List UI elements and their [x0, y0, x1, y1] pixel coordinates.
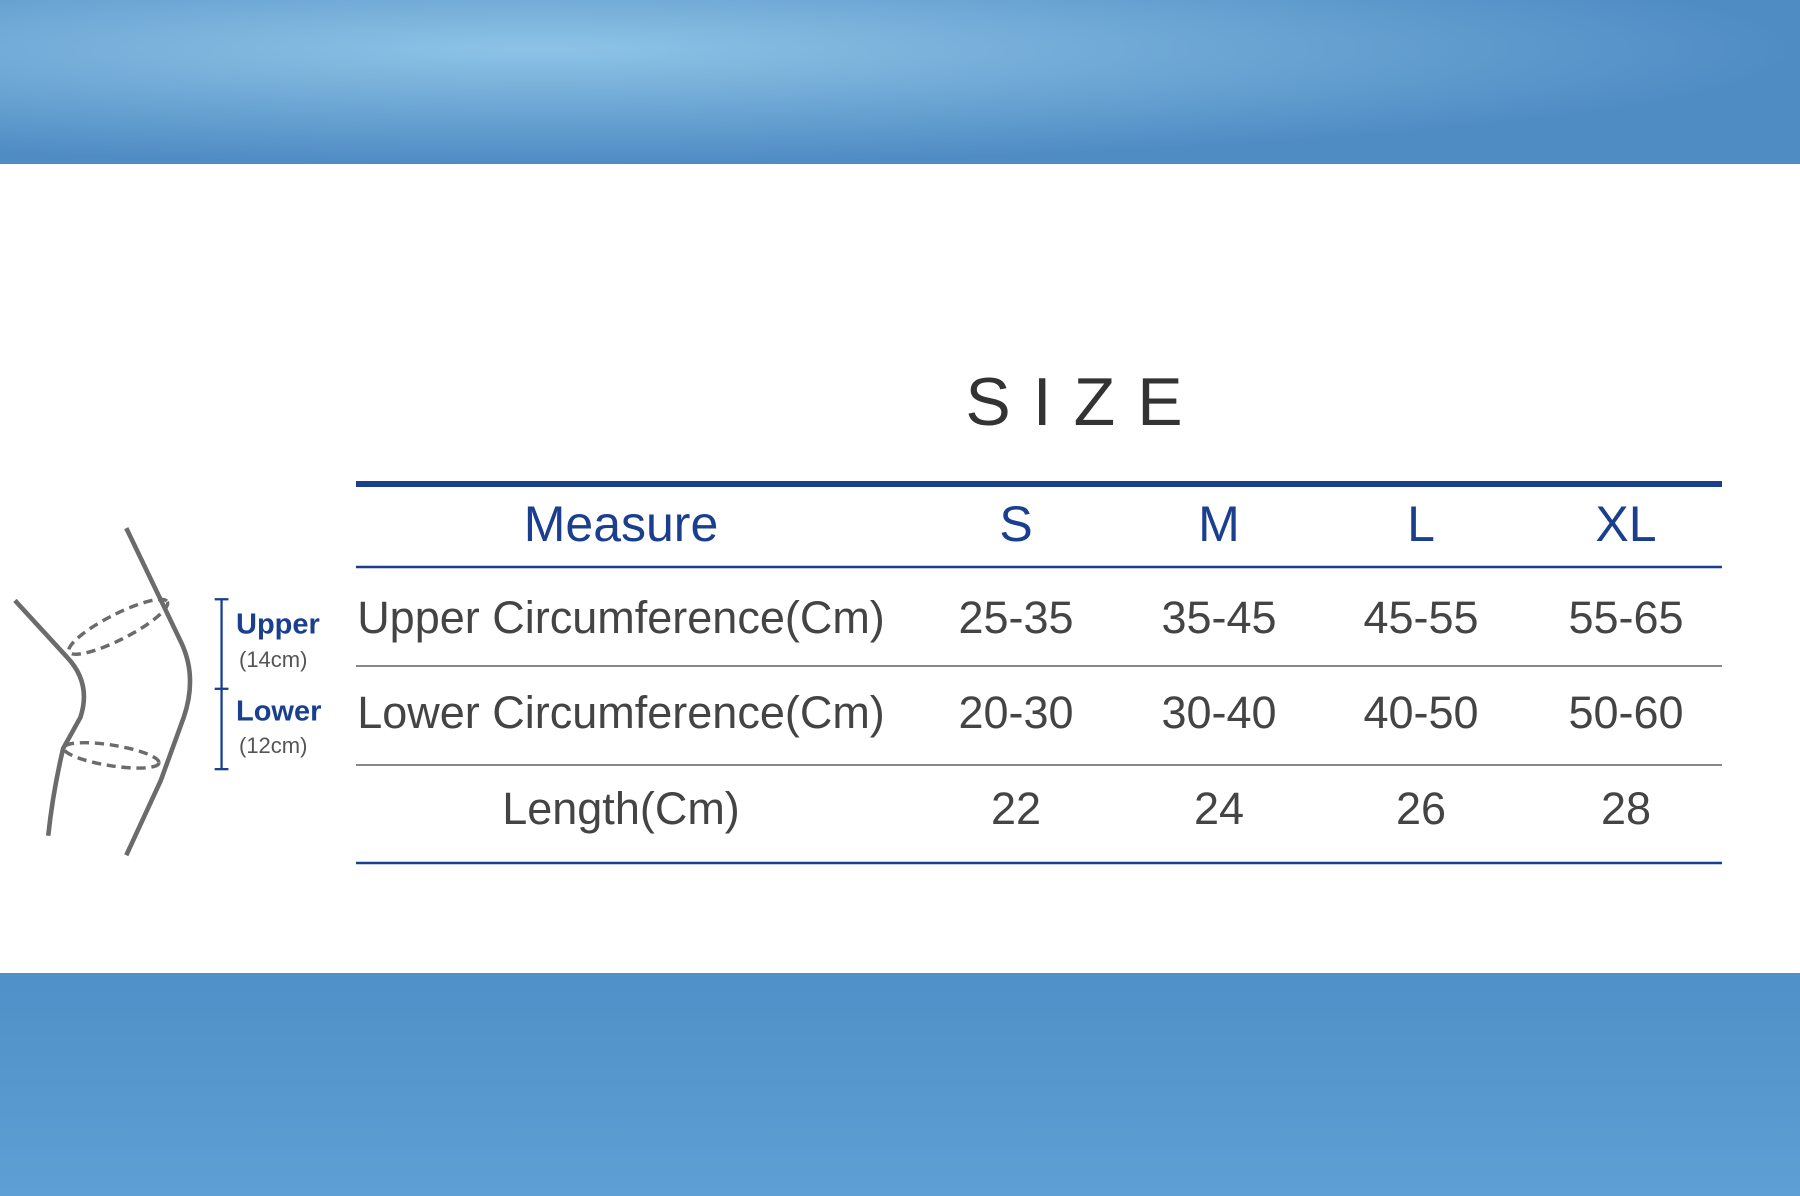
cell: 28	[1601, 783, 1651, 834]
row-label: Upper Circumference(Cm)	[357, 592, 885, 643]
row-label: Length(Cm)	[502, 783, 740, 834]
upper-label: Upper	[236, 609, 320, 641]
header-cell: M	[1198, 496, 1240, 552]
leg-outline	[124, 527, 193, 857]
cell: 26	[1396, 783, 1446, 834]
cell: 45-55	[1363, 592, 1478, 643]
cell: 55-65	[1568, 592, 1683, 643]
cell: 30-40	[1161, 687, 1276, 738]
header-cell: XL	[1595, 496, 1656, 552]
lower-size: (12cm)	[239, 733, 307, 758]
cell: 25-35	[958, 592, 1073, 643]
cell: 20-30	[958, 687, 1073, 738]
knee-diagram	[13, 527, 229, 857]
lower-label: Lower	[236, 696, 321, 728]
header-cell: Measure	[524, 496, 719, 552]
header-cell: S	[999, 496, 1032, 552]
header-cell: L	[1407, 496, 1435, 552]
cell: 22	[991, 783, 1041, 834]
leg-outline	[13, 598, 87, 836]
upper-band	[67, 597, 170, 656]
lower-band	[61, 740, 161, 770]
top-band	[0, 0, 1800, 164]
cell: 40-50	[1363, 687, 1478, 738]
cell: 24	[1194, 783, 1244, 834]
title: SIZE	[965, 364, 1204, 440]
cell: 35-45	[1161, 592, 1276, 643]
size-table: Measure S M L XL Upper Circumference(Cm) 25-35…	[357, 496, 1683, 834]
row-label: Lower Circumference(Cm)	[357, 687, 885, 738]
content-bg	[0, 164, 1800, 973]
upper-size: (14cm)	[239, 647, 307, 672]
bottom-band	[0, 973, 1800, 1196]
cell: 50-60	[1568, 687, 1683, 738]
